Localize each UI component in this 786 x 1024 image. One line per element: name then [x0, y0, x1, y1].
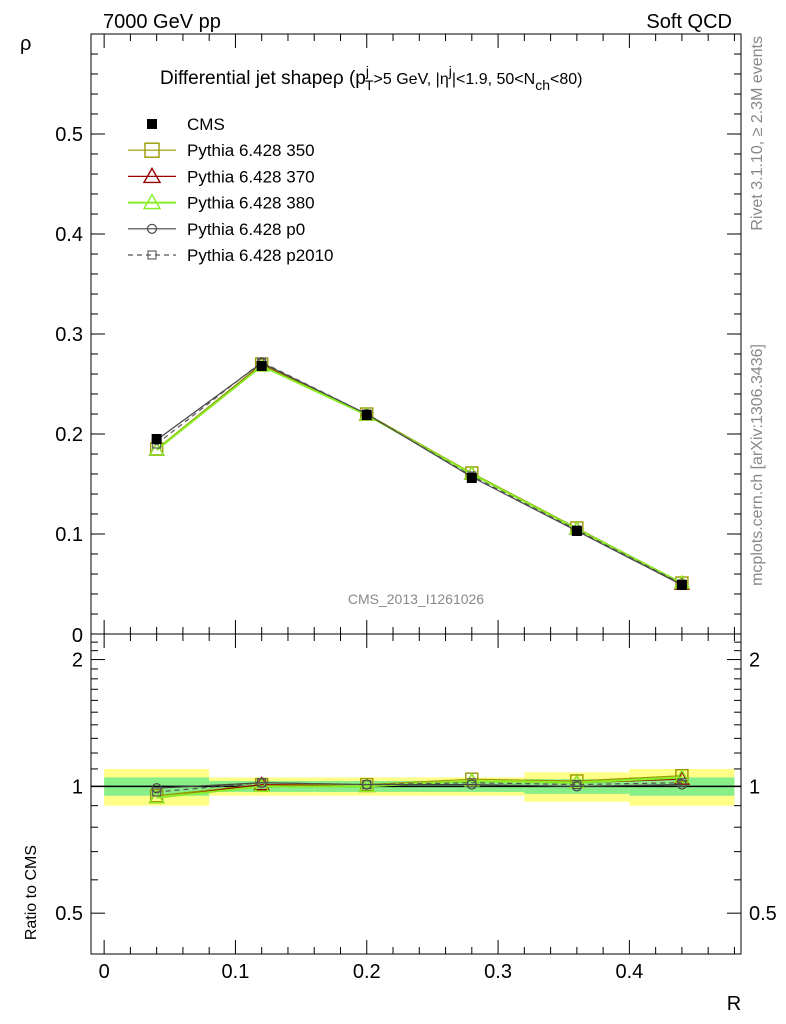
ratio-panel: 0.5 0.5 1 1 2 2 0 0.1 0.2 0.3 0.4 Ratio to CMS R — [23, 633, 777, 1015]
point-cms — [256, 361, 267, 371]
legend-marker-p0 — [146, 223, 158, 234]
ratio-xtick-label: 0.4 — [615, 961, 643, 983]
point-cms — [361, 410, 372, 420]
legend-label-p380: Pythia 6.428 380 — [187, 194, 315, 213]
legend-marker-p380 — [142, 193, 162, 210]
xlabel: R — [727, 993, 741, 1015]
ratio-xtick-label: 0 — [99, 961, 110, 983]
title-nch-rest: <80) — [550, 71, 582, 88]
ratio-point-p2010 — [152, 787, 162, 797]
title-main: Differential jet shapeρ (p — [160, 68, 366, 89]
main-ytick-zero: 0 — [72, 625, 83, 647]
series-p2010 — [152, 357, 687, 589]
main-ytick-label: 0.4 — [55, 224, 83, 246]
ratio-point-p2010 — [467, 778, 477, 788]
ratio-xtick-label: 0.1 — [222, 961, 250, 983]
ratio-line-p0 — [156, 782, 682, 789]
ratio-line-p2010 — [156, 782, 682, 793]
point-cms — [151, 434, 162, 444]
legend-label-p2010: Pythia 6.428 p2010 — [187, 246, 334, 265]
legend-label-p0: Pythia 6.428 p0 — [187, 220, 305, 239]
title-nch-sub: ch — [535, 77, 550, 93]
legend-marker-p350 — [144, 142, 160, 158]
main-ylabel: ρ — [20, 33, 31, 55]
ratio-point-p2010 — [572, 780, 582, 790]
header-right: Soft QCD — [646, 11, 732, 33]
legend-item-p380: Pythia 6.428 380 — [128, 193, 315, 213]
ratio-ylabel: Ratio to CMS — [23, 845, 40, 940]
legend-label-cms: CMS — [187, 115, 225, 134]
ratio-ytick-label: 0.5 — [55, 903, 83, 925]
point-p380 — [148, 441, 165, 456]
rivet-label: Rivet 3.1.10, ≥ 2.3M events — [749, 36, 766, 231]
series-line-p380 — [156, 364, 683, 584]
title-eta-sup: j — [448, 63, 452, 79]
ratio-xtick-label: 0.2 — [353, 961, 381, 983]
main-ytick-label: 0.1 — [55, 524, 83, 546]
ratio-ytick-label-right: 0.5 — [749, 903, 777, 925]
ratio-series-p2010 — [152, 778, 687, 797]
ratio-point-p380 — [148, 789, 165, 804]
ratio-point-p2010 — [362, 780, 372, 790]
point-cms — [676, 580, 687, 590]
ratio-ytick-label: 1 — [72, 776, 83, 798]
legend-item-p370: Pythia 6.428 370 — [128, 166, 315, 186]
main-ytick-label: 0.2 — [55, 424, 83, 446]
header-left: 7000 GeV pp — [103, 11, 221, 33]
legend-label-p370: Pythia 6.428 370 — [187, 167, 315, 186]
mcplots-label: mcplots.cern.ch [arXiv:1306.3436] — [749, 344, 766, 586]
point-cms — [571, 526, 582, 536]
point-cms — [466, 473, 477, 483]
legend-label-p350: Pythia 6.428 350 — [187, 141, 315, 160]
title-pt-sub: T — [365, 77, 374, 93]
main-panel: 0.1 0.2 0.3 0.4 0.5 0 Differential jet shapeρ… — [20, 33, 742, 647]
legend-marker-cms — [147, 119, 157, 129]
series-cms — [151, 361, 687, 590]
series-line-p350 — [156, 363, 683, 584]
series-p380 — [148, 357, 691, 589]
main-ytick-label: 0.5 — [55, 124, 83, 146]
legend-marker-p2010 — [147, 250, 157, 260]
series-p0 — [151, 357, 688, 591]
series-line-p2010 — [156, 361, 683, 585]
title-eta-rest: |<1.9, 50<N — [452, 71, 535, 88]
legend-item-cms: CMS — [147, 115, 225, 134]
legend-marker-p370 — [142, 166, 162, 184]
title-pt-rest: >5 GeV, |η — [374, 71, 449, 88]
ratio-frame — [90, 633, 742, 955]
series-p370 — [148, 356, 691, 590]
watermark: CMS_2013_I1261026 — [348, 591, 484, 607]
ratio-ytick-label-right: 2 — [749, 650, 760, 672]
legend-item-p350: Pythia 6.428 350 — [128, 141, 315, 160]
legend-item-p0: Pythia 6.428 p0 — [128, 220, 305, 239]
ratio-xtick-label: 0.3 — [484, 961, 512, 983]
ratio-ytick-label-right: 1 — [749, 776, 760, 798]
ratio-point-p380 — [673, 769, 691, 784]
ratio-ytick-label: 2 — [72, 650, 83, 672]
main-ytick-label: 0.3 — [55, 324, 83, 346]
series-line-p0 — [156, 362, 683, 586]
title-pt-sup: j — [365, 63, 369, 79]
legend-item-p2010: Pythia 6.428 p2010 — [128, 246, 334, 265]
chart-title: Differential jet shapeρ (pj T>5 GeV, |ηj|… — [160, 63, 582, 93]
series-line-p370 — [156, 364, 683, 585]
legend: CMS Pythia 6.428 350 Pythia 6.428 370 Pythi… — [128, 115, 334, 265]
ratio-point-p2010 — [257, 778, 267, 788]
series-p350 — [149, 357, 689, 590]
ratio-point-p2010 — [677, 778, 687, 788]
